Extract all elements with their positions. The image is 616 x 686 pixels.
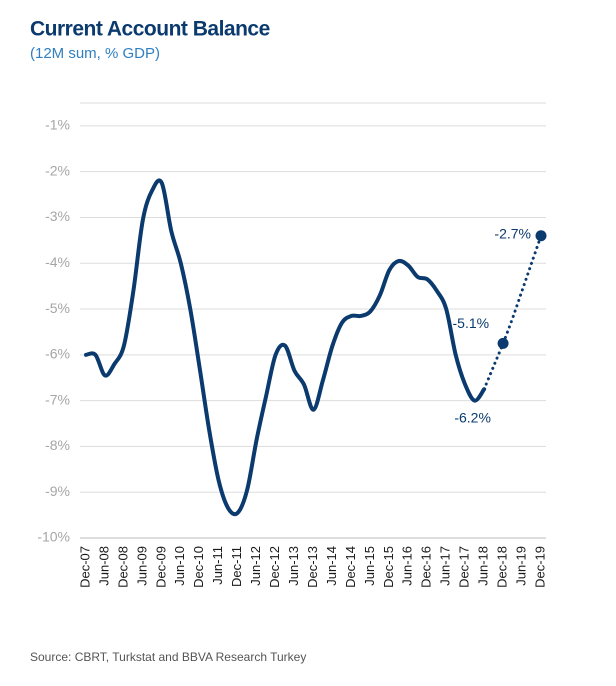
x-tick-label: Dec-17 [457, 546, 472, 588]
x-tick-label: Jun-08 [96, 546, 111, 586]
x-tick-label: Dec-16 [419, 546, 434, 588]
x-tick-label: Jun-13 [286, 546, 301, 586]
annotation: -5.1% [453, 315, 490, 331]
x-tick-label: Dec-09 [153, 546, 168, 588]
x-tick-label: Dec-15 [381, 546, 396, 588]
x-tick-label: Dec-14 [343, 546, 358, 588]
x-tick-label: Jun-14 [324, 546, 339, 586]
source-note: Source: CBRT, Turkstat and BBVA Research… [30, 650, 306, 664]
data-point [497, 337, 509, 349]
y-tick-label: -2% [45, 162, 70, 178]
x-tick-label: Dec-19 [532, 546, 547, 588]
x-tick-label: Dec-18 [495, 546, 510, 588]
x-tick-label: Dec-13 [305, 546, 320, 588]
x-tick-label: Dec-08 [115, 546, 130, 588]
y-tick-label: -10% [37, 529, 70, 545]
x-tick-label: Jun-18 [476, 546, 491, 586]
x-tick-label: Jun-10 [172, 546, 187, 586]
series-line [482, 234, 543, 391]
annotation: -2.7% [494, 225, 531, 241]
x-tick-label: Dec-12 [267, 546, 282, 588]
y-tick-label: -9% [45, 483, 70, 499]
data-point [535, 230, 547, 242]
y-tick-label: -3% [45, 208, 70, 224]
x-tick-label: Jun-16 [400, 546, 415, 586]
y-tick-label: -5% [45, 300, 70, 316]
series-line [84, 178, 487, 517]
chart-subtitle: (12M sum, % GDP) [30, 45, 160, 62]
x-tick-label: Jun-09 [134, 546, 149, 586]
x-tick-label: Dec-10 [191, 546, 206, 588]
x-tick-label: Dec-07 [77, 546, 92, 588]
annotation: -6.2% [454, 409, 491, 425]
y-tick-label: -6% [45, 346, 70, 362]
chart-title: Current Account Balance [30, 18, 270, 41]
x-tick-label: Jun-12 [248, 546, 263, 586]
y-tick-label: -8% [45, 437, 70, 453]
x-tick-label: Jun-17 [438, 546, 453, 586]
x-tick-label: Dec-11 [229, 546, 244, 587]
x-tick-label: Jun-11 [210, 546, 225, 585]
x-tick-label: Jun-15 [362, 546, 377, 586]
x-tick-label: Jun-19 [513, 546, 528, 586]
y-tick-label: -4% [45, 254, 70, 270]
y-tick-label: -1% [45, 117, 70, 133]
y-tick-label: -7% [45, 391, 70, 407]
